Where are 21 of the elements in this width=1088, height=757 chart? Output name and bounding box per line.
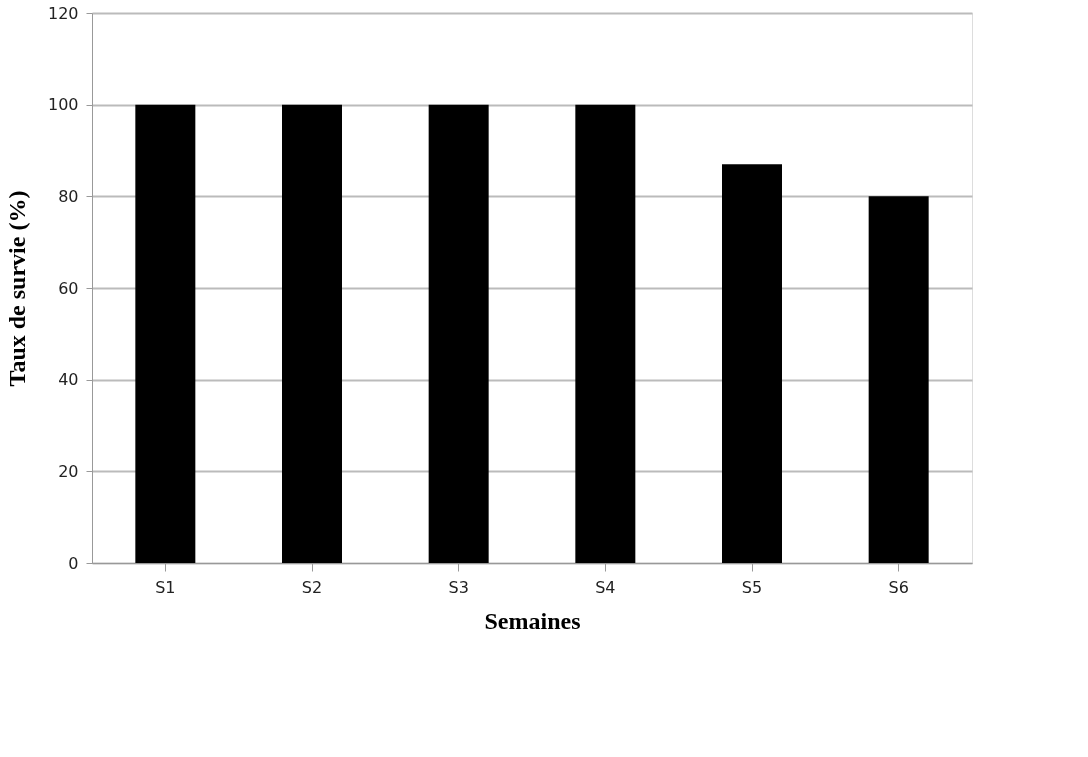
x-tick-label: S6: [888, 577, 909, 597]
x-tick-label: S4: [595, 577, 616, 597]
x-tick-label: S3: [448, 577, 469, 597]
x-axis-title: Semaines: [484, 607, 581, 634]
y-tick-label: 100: [47, 95, 79, 115]
y-tick-label: 80: [58, 186, 79, 206]
bar: [135, 104, 196, 563]
y-tick-label: 40: [58, 370, 79, 390]
y-tick-label: 60: [58, 278, 79, 298]
bar: [575, 104, 636, 563]
y-axis-title: Taux de survie (%): [3, 190, 30, 387]
x-tick-label: S2: [301, 577, 323, 597]
y-tick-label: 20: [58, 461, 79, 481]
bar: [722, 164, 782, 563]
x-tick-label: S1: [155, 577, 176, 597]
y-tick-label: 0: [68, 553, 79, 573]
bar: [428, 104, 489, 563]
y-tick-label: 120: [47, 3, 79, 23]
bar: [282, 104, 342, 563]
bar: [868, 196, 929, 563]
x-tick-label: S5: [741, 577, 763, 597]
